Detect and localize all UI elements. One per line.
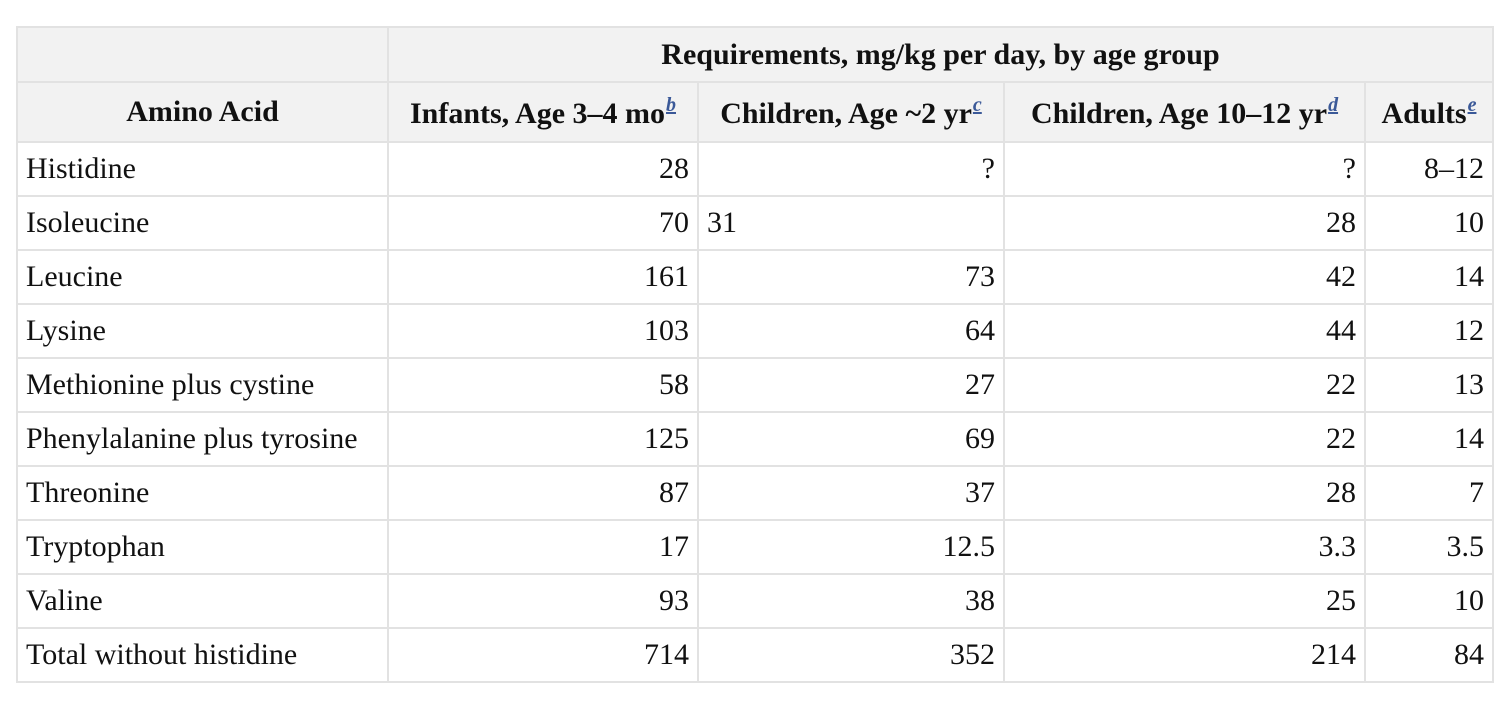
value-children-2yr: 69 (697, 411, 1005, 467)
value-infants: 714 (387, 627, 699, 683)
amino-acid-name: Valine (16, 573, 389, 629)
amino-acid-name: Total without histidine (16, 627, 389, 683)
value-adults: 13 (1364, 357, 1494, 413)
value-children-2yr: 31 (697, 195, 1005, 251)
value-children-2yr: ? (697, 141, 1005, 197)
value-adults: 12 (1364, 303, 1494, 359)
column-header-label: Adults (1381, 96, 1467, 130)
value-adults: 10 (1364, 573, 1494, 629)
value-children-2yr: 38 (697, 573, 1005, 629)
value-children-2yr: 12.5 (697, 519, 1005, 575)
column-header-adults: Adultse (1364, 81, 1494, 143)
value-adults: 14 (1364, 411, 1494, 467)
amino-acid-name: Lysine (16, 303, 389, 359)
column-header-label: Children, Age 10–12 yr (1030, 96, 1328, 130)
footnote-link[interactable]: b (666, 93, 676, 116)
amino-acid-name: Methionine plus cystine (16, 357, 389, 413)
table-row: Histidine 28 ? ? 8–12 (16, 141, 1494, 197)
value-children-2yr: 352 (697, 627, 1005, 683)
amino-acid-name: Isoleucine (16, 195, 389, 251)
amino-acid-name: Leucine (16, 249, 389, 305)
amino-acid-requirements-table: Requirements, mg/kg per day, by age grou… (16, 26, 1494, 683)
column-header-children-2yr: Children, Age ~2 yrc (697, 81, 1005, 143)
table-row: Phenylalanine plus tyrosine 125 69 22 14 (16, 411, 1494, 467)
value-children-10-12yr: ? (1003, 141, 1366, 197)
table-row: Valine 93 38 25 10 (16, 573, 1494, 629)
footnote-link[interactable]: e (1467, 93, 1477, 116)
value-children-10-12yr: 25 (1003, 573, 1366, 629)
group-header: Requirements, mg/kg per day, by age grou… (387, 26, 1494, 83)
amino-acid-name: Threonine (16, 465, 389, 521)
amino-acid-name: Histidine (16, 141, 389, 197)
value-adults: 7 (1364, 465, 1494, 521)
column-header-children-10-12yr: Children, Age 10–12 yrd (1003, 81, 1366, 143)
table-row: Methionine plus cystine 58 27 22 13 (16, 357, 1494, 413)
value-infants: 70 (387, 195, 699, 251)
amino-acid-name: Phenylalanine plus tyrosine (16, 411, 389, 467)
value-infants: 125 (387, 411, 699, 467)
value-children-10-12yr: 22 (1003, 411, 1366, 467)
value-children-10-12yr: 28 (1003, 195, 1366, 251)
table-row: Tryptophan 17 12.5 3.3 3.5 (16, 519, 1494, 575)
value-infants: 87 (387, 465, 699, 521)
value-adults: 8–12 (1364, 141, 1494, 197)
value-children-2yr: 37 (697, 465, 1005, 521)
value-infants: 103 (387, 303, 699, 359)
amino-acid-name: Tryptophan (16, 519, 389, 575)
value-children-2yr: 64 (697, 303, 1005, 359)
table-row-total: Total without histidine 714 352 214 84 (16, 627, 1494, 683)
column-header-amino-acid: Amino Acid (16, 81, 389, 143)
table-row: Isoleucine 70 31 28 10 (16, 195, 1494, 251)
column-header-infants: Infants, Age 3–4 mob (387, 81, 699, 143)
header-corner (16, 26, 389, 83)
value-adults: 10 (1364, 195, 1494, 251)
table-row: Threonine 87 37 28 7 (16, 465, 1494, 521)
value-children-10-12yr: 214 (1003, 627, 1366, 683)
header-row-columns: Amino Acid Infants, Age 3–4 mob Children… (16, 81, 1494, 143)
value-children-2yr: 73 (697, 249, 1005, 305)
value-adults: 14 (1364, 249, 1494, 305)
value-infants: 58 (387, 357, 699, 413)
footnote-link[interactable]: d (1328, 93, 1339, 116)
footnote-link[interactable]: c (972, 93, 982, 116)
value-infants: 17 (387, 519, 699, 575)
value-infants: 28 (387, 141, 699, 197)
value-children-2yr: 27 (697, 357, 1005, 413)
value-children-10-12yr: 44 (1003, 303, 1366, 359)
column-header-label: Children, Age ~2 yr (720, 96, 972, 130)
value-children-10-12yr: 28 (1003, 465, 1366, 521)
value-adults: 3.5 (1364, 519, 1494, 575)
table-row: Lysine 103 64 44 12 (16, 303, 1494, 359)
value-infants: 161 (387, 249, 699, 305)
value-children-10-12yr: 22 (1003, 357, 1366, 413)
value-children-10-12yr: 3.3 (1003, 519, 1366, 575)
value-children-10-12yr: 42 (1003, 249, 1366, 305)
value-adults: 84 (1364, 627, 1494, 683)
value-infants: 93 (387, 573, 699, 629)
header-row-group: Requirements, mg/kg per day, by age grou… (16, 26, 1494, 83)
column-header-label: Infants, Age 3–4 mo (409, 96, 665, 130)
table-row: Leucine 161 73 42 14 (16, 249, 1494, 305)
